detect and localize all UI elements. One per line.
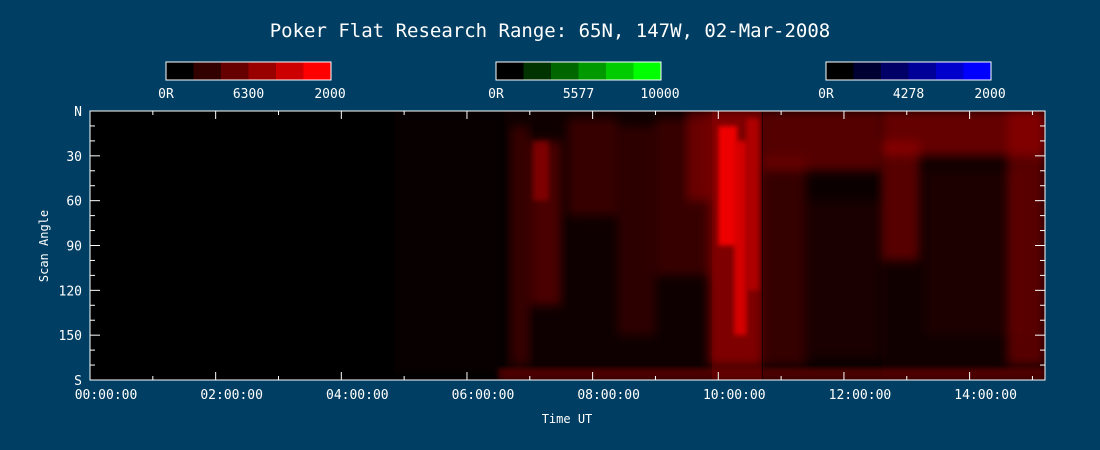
emission-band (90, 111, 395, 380)
colorbar-step (578, 62, 607, 80)
bright-arc (718, 125, 738, 246)
emission-streak (567, 118, 618, 216)
colorbar-step (551, 62, 579, 80)
colorbar-step (633, 62, 662, 80)
y-tick-label: 150 (59, 329, 82, 344)
colorbar-step (826, 62, 854, 80)
emission-streak (532, 140, 549, 201)
colorbar-blue: 0R 4278 2000 (818, 61, 1006, 102)
x-axis-label: Time UT (542, 412, 593, 426)
y-tick-label: 120 (59, 284, 82, 299)
x-axis: 00:00:00 02:00:00 04:00:00 06:00:00 08:00:00… (75, 111, 1033, 403)
colorbar-step (606, 62, 634, 80)
x-tick-label: 08:00:00 (577, 388, 640, 403)
emission-streak (617, 125, 656, 336)
emission-streak (686, 111, 713, 201)
y-tick-label: 30 (66, 150, 82, 165)
colorbar-step (881, 62, 909, 80)
bright-arc (746, 118, 760, 291)
emission-dim (925, 170, 1020, 336)
emission-edge (1007, 111, 1045, 366)
x-tick-label: 10:00:00 (703, 388, 766, 403)
colorbar-frame (825, 61, 992, 81)
bright-arc (733, 140, 747, 336)
colorbar-label: 6300 (233, 87, 264, 102)
colorbar-step (496, 62, 524, 80)
colorbar-frame (165, 61, 332, 81)
emission-streak (762, 155, 807, 366)
x-tick-label: 06:00:00 (452, 388, 515, 403)
horizon-glow (498, 368, 1045, 380)
emission-streak (510, 125, 530, 366)
colorbar-step (303, 62, 332, 80)
x-tick-label: 14:00:00 (954, 388, 1017, 403)
colorbar-frame (495, 61, 662, 81)
colorbar-label: 0R (158, 87, 174, 102)
y-tick-label: S (74, 374, 82, 389)
x-tick-label: 00:00:00 (75, 388, 138, 403)
emission-streak (881, 140, 920, 261)
colorbar-label: 5577 (563, 87, 594, 102)
colorbar-step (853, 62, 882, 80)
colorbar-step (963, 62, 992, 80)
colorbar-label: 2000 (974, 87, 1005, 102)
colorbar-label: 10000 (640, 87, 679, 102)
x-tick-label: 12:00:00 (829, 388, 892, 403)
colorbar-label: 0R (818, 87, 834, 102)
heatmap-emission (90, 111, 1045, 380)
colorbar-step (193, 62, 222, 80)
colorbar-step (166, 62, 194, 80)
colorbar-label: 2000 (314, 87, 345, 102)
faint-glow (394, 111, 505, 373)
colorbar-step (936, 62, 964, 80)
colorbar-step (221, 62, 249, 80)
chart-title: Poker Flat Research Range: 65N, 147W, 02… (270, 20, 831, 42)
y-axis: N 30 60 90 120 150 S (59, 105, 1045, 389)
colorbar-label: 0R (488, 87, 504, 102)
x-tick-label: 04:00:00 (326, 388, 389, 403)
colorbar-step (523, 62, 552, 80)
y-tick-label: 60 (66, 195, 82, 210)
emission-dim (806, 200, 882, 358)
colorbar-step (908, 62, 937, 80)
colorbar-green: 0R 5577 10000 (488, 61, 680, 102)
y-axis-label: Scan Angle (37, 210, 51, 282)
colorbars: 0R 6300 2000 0R 5577 10000 0R 4278 2000 (158, 61, 1006, 102)
colorbar-step (276, 62, 304, 80)
plot-area (89, 110, 1046, 381)
colorbar-step (248, 62, 277, 80)
y-tick-label: N (74, 105, 82, 120)
colorbar-label: 4278 (893, 87, 924, 102)
x-tick-label: 02:00:00 (200, 388, 263, 403)
colorbar-red: 0R 6300 2000 (158, 61, 346, 102)
y-tick-label: 90 (66, 240, 82, 255)
